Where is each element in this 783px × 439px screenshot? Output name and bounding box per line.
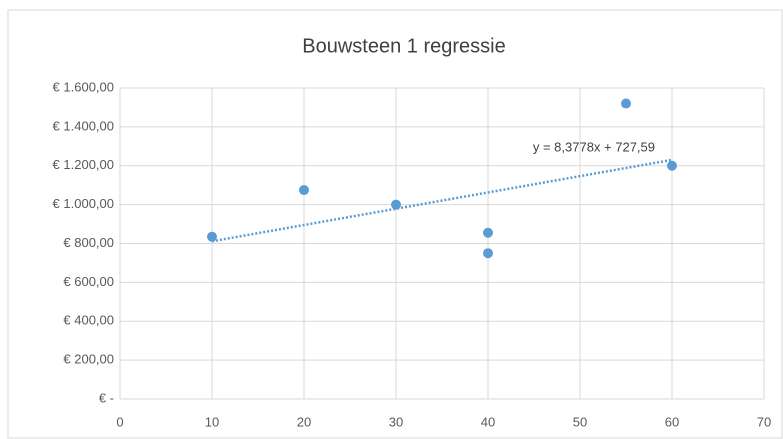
- x-tick-label: 0: [116, 414, 123, 429]
- x-tick-label: 60: [665, 414, 679, 429]
- trendline: [211, 158, 673, 243]
- x-tick-label: 30: [389, 414, 403, 429]
- point: [483, 227, 493, 238]
- trendline-label: y = 8,3778x + 727,59: [533, 139, 655, 154]
- x-tick-label: 40: [481, 414, 495, 429]
- x-tick-label: 50: [573, 414, 587, 429]
- point: [391, 199, 401, 210]
- point: [483, 248, 493, 259]
- x-tick-label: 10: [205, 414, 219, 429]
- y-tick-label: € -: [99, 390, 114, 405]
- point: [207, 231, 217, 242]
- chart-title: Bouwsteen 1 regressie: [302, 35, 505, 57]
- x-tick-label: 20: [297, 414, 311, 429]
- y-tick-label: € 1.400,00: [53, 118, 114, 133]
- point: [621, 98, 631, 109]
- y-tick-label: € 200,00: [63, 352, 114, 367]
- chart-border: [7, 9, 783, 439]
- y-tick-label: € 600,00: [63, 274, 114, 289]
- y-tick-label: € 1.000,00: [53, 196, 114, 211]
- x-tick-label: 70: [757, 414, 771, 429]
- y-tick-label: € 400,00: [63, 313, 114, 328]
- y-tick-label: € 1.600,00: [53, 79, 114, 94]
- y-tick-label: € 1.200,00: [53, 157, 114, 172]
- point: [299, 185, 309, 196]
- y-tick-label: € 800,00: [63, 235, 114, 250]
- point: [667, 160, 677, 171]
